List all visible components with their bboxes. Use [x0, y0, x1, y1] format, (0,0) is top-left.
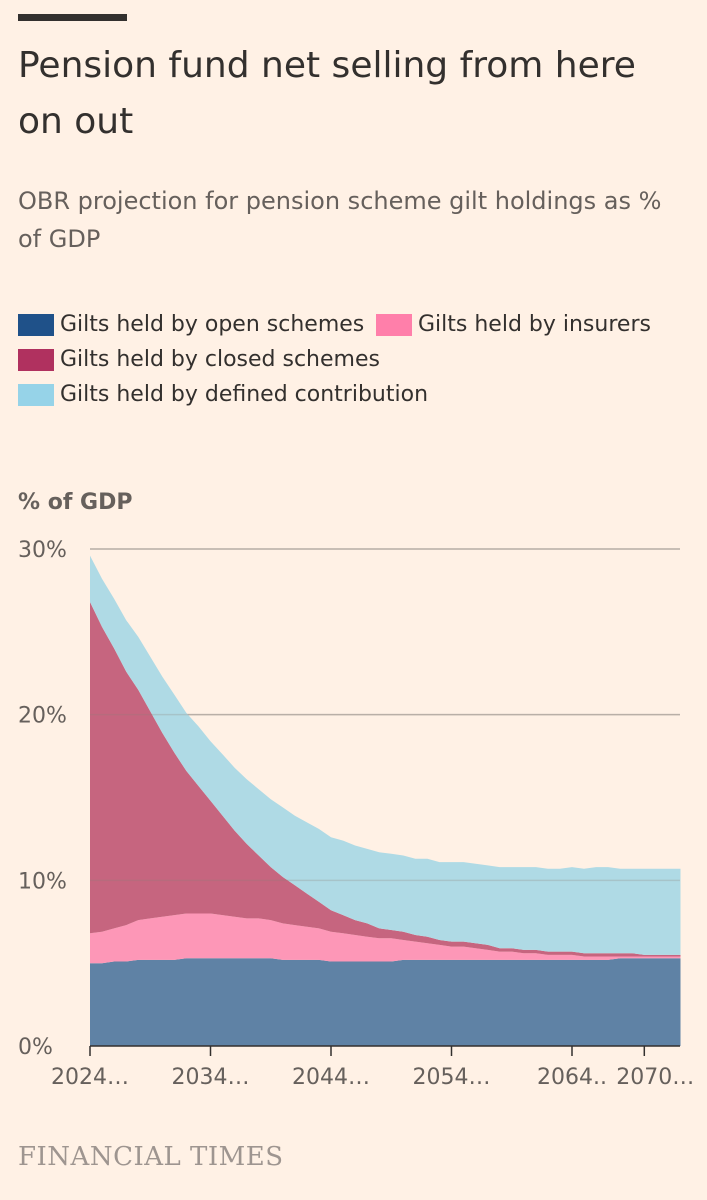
chart-subtitle: OBR projection for pension scheme gilt h… — [18, 187, 662, 253]
x-tick-label: 2024… — [51, 1065, 129, 1090]
legend-item-defined-contribution: Gilts held by defined contribution — [18, 382, 428, 407]
area-chart: 0% 10% 20% 30% 2024… 2034… 2044… 2054… 2064.. 207… — [18, 538, 694, 1090]
x-tick-label: 2064.. — [537, 1065, 607, 1090]
legend-swatch-insurers — [376, 313, 412, 336]
legend-label-defined-contribution: Gilts held by defined contribution — [60, 382, 429, 407]
ft-logo: FINANCIAL TIMES — [18, 1142, 284, 1172]
y-axis-label: % of GDP — [18, 490, 133, 515]
legend-label-insurers: Gilts held by insurers — [418, 312, 651, 337]
area-series-2 — [90, 602, 681, 957]
legend-label-closed-schemes: Gilts held by closed schemes — [60, 347, 380, 372]
x-tick-label: 2070… — [616, 1065, 694, 1090]
x-tick-label: 2034… — [172, 1065, 250, 1090]
y-tick-label: 30% — [18, 538, 67, 563]
y-tick-label: 0% — [18, 1035, 53, 1060]
y-tick-label: 20% — [18, 704, 67, 729]
area-series-3 — [90, 555, 681, 955]
legend-item-closed-schemes: Gilts held by closed schemes — [18, 347, 380, 372]
legend-label-open-schemes: Gilts held by open schemes — [60, 312, 365, 337]
chart-title: Pension fund net selling from here on ou… — [18, 45, 636, 142]
ft-header-bar — [18, 14, 127, 21]
y-tick-label: 10% — [18, 869, 67, 894]
x-tick-label: 2044… — [292, 1065, 370, 1090]
legend-item-open-schemes: Gilts held by open schemes — [18, 312, 364, 337]
legend-swatch-closed-schemes — [18, 348, 54, 371]
legend-swatch-open-schemes — [18, 313, 54, 336]
area-series-1 — [90, 913, 681, 964]
legend-swatch-defined-contribution — [18, 383, 54, 406]
x-tick-label: 2054… — [413, 1065, 491, 1090]
area-series-0 — [90, 958, 681, 1046]
legend-item-insurers: Gilts held by insurers — [376, 312, 651, 337]
